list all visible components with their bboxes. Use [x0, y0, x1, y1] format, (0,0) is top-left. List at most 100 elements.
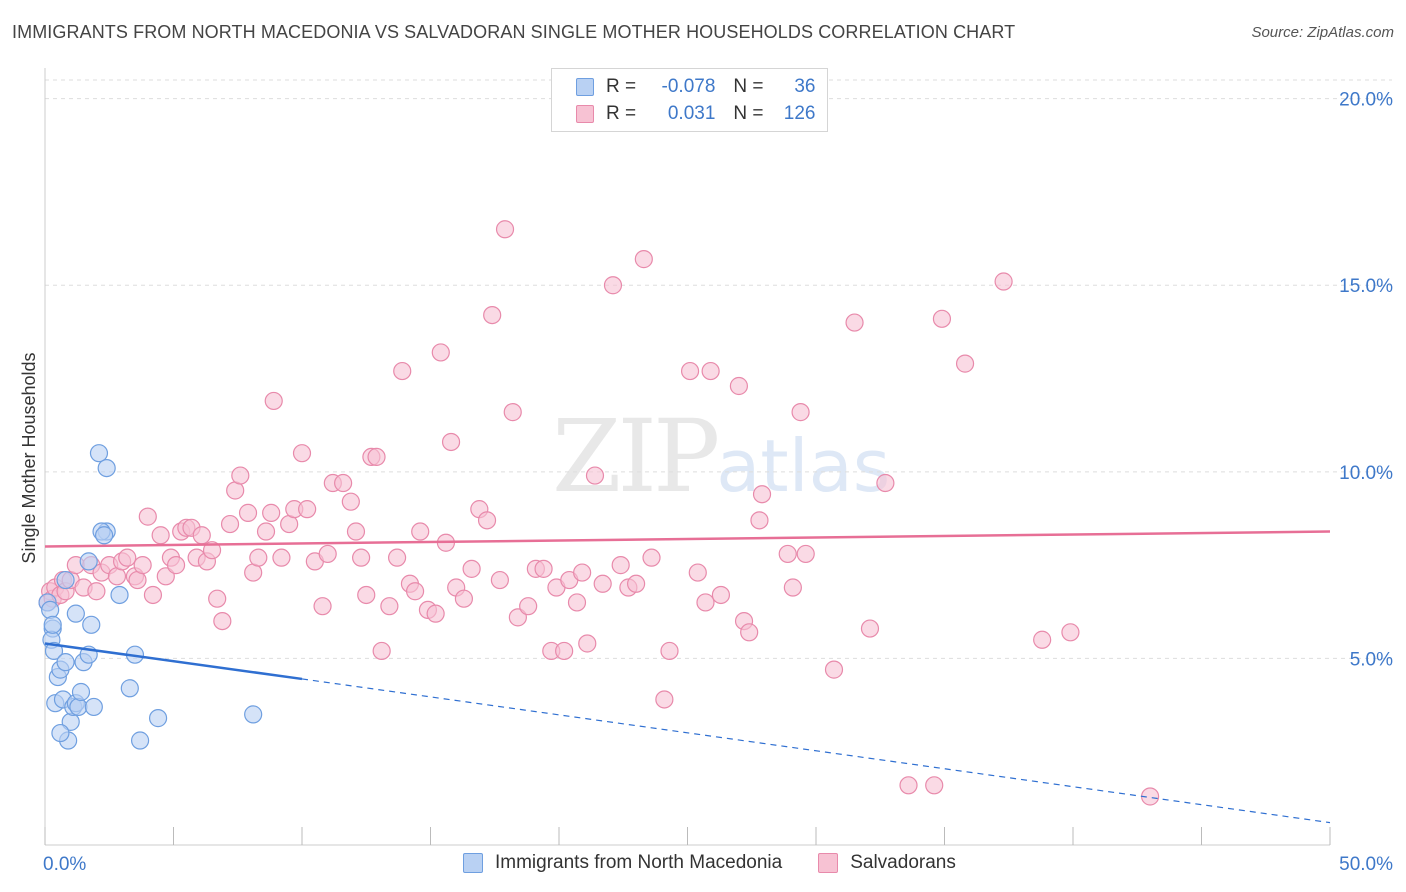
salvadoran-point: [593, 574, 612, 593]
salvadoran-point: [272, 548, 291, 567]
north-macedonia-point: [82, 615, 101, 634]
source-label: Source: ZipAtlas.com: [1251, 24, 1394, 41]
north-macedonia-point: [148, 709, 168, 728]
salvadoran-point: [405, 582, 425, 601]
salvadoran-point: [238, 503, 258, 522]
salvadoran-point: [380, 597, 399, 616]
north-macedonia-point: [244, 705, 263, 724]
north-macedonia-point: [79, 552, 98, 571]
salvadoran-point: [256, 522, 276, 541]
salvadoran-point: [357, 585, 376, 605]
north-macedonia-point: [51, 723, 70, 743]
salvadoran-point: [231, 466, 250, 485]
salvadoran-point: [118, 548, 137, 567]
salvadoran-point: [899, 776, 918, 795]
y-tick-label: 20.0%: [1339, 90, 1393, 111]
north-macedonia-point: [71, 682, 91, 702]
north-macedonia-point: [120, 679, 139, 698]
correlation-legend: R = -0.078 N = 36 R = 0.031 N = 126: [551, 68, 828, 132]
legend-swatch-pink: [576, 105, 594, 123]
salvadoran-point: [555, 641, 574, 661]
salvadoran-point: [860, 619, 880, 638]
salvadoran-point: [603, 276, 623, 295]
legend-n-label: N =: [733, 103, 764, 124]
legend-row-salvadorans: R = 0.031 N = 126: [552, 101, 816, 127]
series-legend-north-macedonia: Immigrants from North Macedonia: [463, 852, 782, 874]
north-macedonia-point: [56, 570, 75, 590]
salvadoran-point: [642, 548, 661, 567]
salvadoran-point: [138, 507, 157, 526]
x-tick-label: 50.0%: [1339, 854, 1393, 875]
north-macedonia-point: [43, 615, 62, 634]
salvadoran-point: [796, 544, 815, 564]
salvadoran-point: [534, 559, 553, 578]
x-tick-label: 0.0%: [43, 854, 86, 875]
salvadoran-point: [578, 634, 597, 653]
salvadoran-point: [655, 690, 674, 709]
legend-r-value: -0.078: [661, 76, 716, 97]
y-tick-label: 10.0%: [1339, 463, 1393, 484]
salvadoran-point: [483, 305, 502, 325]
salvadoran-point: [454, 589, 474, 608]
salvadoran-point: [213, 611, 232, 631]
legend-swatch-blue: [576, 78, 594, 96]
north-macedonia-trend-extension: [301, 678, 1331, 824]
legend-n-value: 126: [783, 103, 816, 124]
series-label-salvadorans: Salvadorans: [850, 852, 956, 873]
salvadoran-point: [729, 376, 749, 396]
salvadoran-point: [688, 563, 707, 582]
salvadoran-point: [626, 574, 646, 593]
salvadoran-point: [352, 548, 371, 567]
salvadoran-point: [740, 623, 759, 642]
salvadoran-point: [495, 220, 515, 239]
salvadoran-point: [202, 541, 222, 560]
legend-r-value: 0.031: [667, 103, 716, 124]
salvadoran-point: [955, 354, 975, 373]
north-macedonia-point: [69, 697, 88, 717]
watermark-atlas: atlas: [716, 424, 891, 508]
north-macedonia-point: [41, 600, 60, 620]
y-axis-label: Single Mother Households: [19, 352, 39, 563]
salvadoran-point: [925, 776, 944, 795]
chart-title: IMMIGRANTS FROM NORTH MACEDONIA VS SALVA…: [12, 22, 1016, 42]
watermark-zip: ZIP: [552, 398, 720, 515]
salvadoran-point: [567, 593, 587, 612]
salvadoran-point: [341, 492, 360, 511]
salvadoran-point: [346, 522, 366, 541]
salvadoran-point: [334, 473, 353, 493]
north-macedonia-point: [66, 604, 85, 623]
salvadoran-point: [249, 548, 268, 567]
salvadoran-point: [711, 585, 731, 605]
salvadoran-point: [220, 514, 240, 534]
y-tick-label: 5.0%: [1350, 649, 1393, 670]
salvadoran-point: [994, 272, 1013, 291]
series-legend-salvadorans: Salvadorans: [818, 852, 956, 874]
y-tick-label: 15.0%: [1339, 276, 1393, 297]
salvadoran-point: [264, 391, 283, 411]
salvadoran-point: [634, 250, 653, 269]
salvadoran-point: [791, 403, 810, 422]
salvadoran-point: [292, 444, 312, 463]
north-macedonia-trend-line: [44, 642, 303, 681]
salvadoran-point: [426, 604, 445, 623]
salvadoran-point: [1061, 623, 1080, 642]
salvadoran-point: [519, 597, 538, 616]
legend-r-label: R =: [606, 76, 637, 97]
salvadoran-point: [876, 473, 895, 493]
salvadoran-point: [367, 447, 386, 467]
salvadoran-point: [783, 578, 802, 597]
salvadoran-point: [318, 544, 337, 564]
legend-n-label: N =: [733, 76, 764, 97]
salvadoran-point: [845, 313, 864, 332]
salvadoran-point: [87, 582, 106, 601]
salvadoran-point: [585, 466, 605, 485]
salvadoran-point: [133, 556, 152, 575]
salvadoran-point: [313, 597, 332, 616]
north-macedonia-point: [44, 641, 64, 661]
salvadoran-point: [192, 526, 211, 545]
salvadoran-point: [611, 556, 630, 575]
salvadoran-point: [462, 559, 481, 578]
salvadoran-point: [660, 641, 679, 661]
series-label-north-macedonia: Immigrants from North Macedonia: [495, 852, 783, 873]
